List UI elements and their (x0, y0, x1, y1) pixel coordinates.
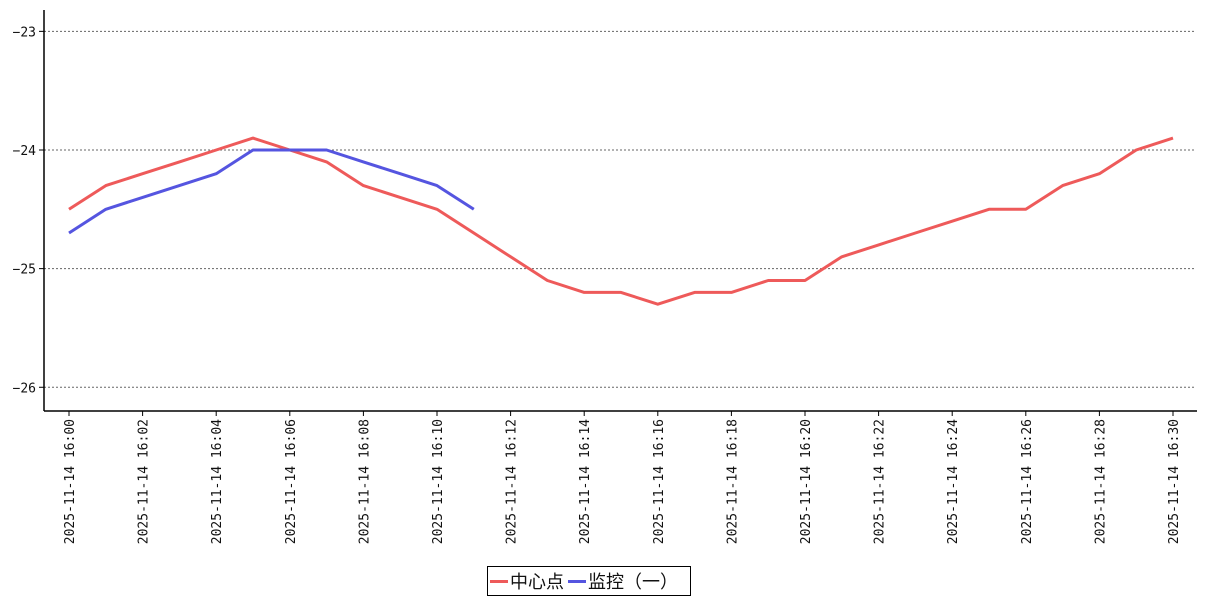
x-tick: 2025-11-14 16:16 (652, 419, 667, 544)
y-tick-label: −25 (13, 263, 36, 278)
legend-item: 中心点 (490, 568, 564, 594)
series-line-2 (68, 148, 475, 235)
y-tick-label: −24 (13, 144, 37, 159)
y-tick: −25 (13, 263, 36, 278)
x-tick-label: 2025-11-14 16:30 (1167, 419, 1182, 544)
x-tick: 2025-11-14 16:14 (578, 419, 593, 544)
y-tick-label: −26 (13, 381, 36, 396)
x-tick-label: 2025-11-14 16:14 (578, 419, 593, 544)
x-tick-label: 2025-11-14 16:22 (873, 419, 888, 544)
y-tick: −24 (13, 144, 37, 159)
x-tick-label: 2025-11-14 16:24 (946, 419, 961, 544)
legend-swatch (490, 579, 508, 583)
x-tick-label: 2025-11-14 16:00 (63, 419, 78, 544)
x-tick-label: 2025-11-14 16:28 (1093, 419, 1108, 544)
x-tick: 2025-11-14 16:22 (873, 419, 888, 544)
x-tick: 2025-11-14 16:12 (505, 419, 520, 544)
legend: 中心点 监控（一） (487, 566, 691, 596)
x-tick: 2025-11-14 16:06 (284, 419, 299, 544)
legend-swatch (568, 579, 586, 583)
x-tick: 2025-11-14 16:04 (210, 419, 225, 544)
x-tick-label: 2025-11-14 16:16 (652, 419, 667, 544)
series-line-1 (68, 136, 1174, 306)
x-tick-label: 2025-11-14 16:04 (210, 419, 225, 544)
x-tick-label: 2025-11-14 16:02 (137, 419, 152, 544)
x-tick: 2025-11-14 16:28 (1093, 419, 1108, 544)
x-tick: 2025-11-14 16:18 (725, 419, 740, 544)
x-tick-label: 2025-11-14 16:08 (357, 419, 372, 544)
x-tick-label: 2025-11-14 16:10 (431, 419, 446, 544)
x-tick-label: 2025-11-14 16:26 (1020, 419, 1035, 544)
x-tick: 2025-11-14 16:10 (431, 419, 446, 544)
y-tick: −23 (13, 25, 36, 40)
legend-label: 监控（一） (588, 572, 678, 593)
x-tick: 2025-11-14 16:08 (357, 419, 372, 544)
x-tick-label: 2025-11-14 16:12 (505, 419, 520, 544)
x-tick: 2025-11-14 16:24 (946, 419, 961, 544)
x-tick: 2025-11-14 16:02 (137, 419, 152, 544)
y-tick-label: −23 (13, 25, 36, 40)
x-tick: 2025-11-14 16:20 (799, 419, 814, 544)
y-tick: −26 (13, 381, 36, 396)
x-tick: 2025-11-14 16:00 (63, 419, 78, 544)
x-tick-label: 2025-11-14 16:06 (284, 419, 299, 544)
x-tick-label: 2025-11-14 16:20 (799, 419, 814, 544)
legend-label: 中心点 (510, 572, 564, 593)
legend-item: 监控（一） (568, 568, 678, 594)
x-tick: 2025-11-14 16:30 (1167, 419, 1182, 544)
x-tick-label: 2025-11-14 16:18 (725, 419, 740, 544)
x-tick: 2025-11-14 16:26 (1020, 419, 1035, 544)
